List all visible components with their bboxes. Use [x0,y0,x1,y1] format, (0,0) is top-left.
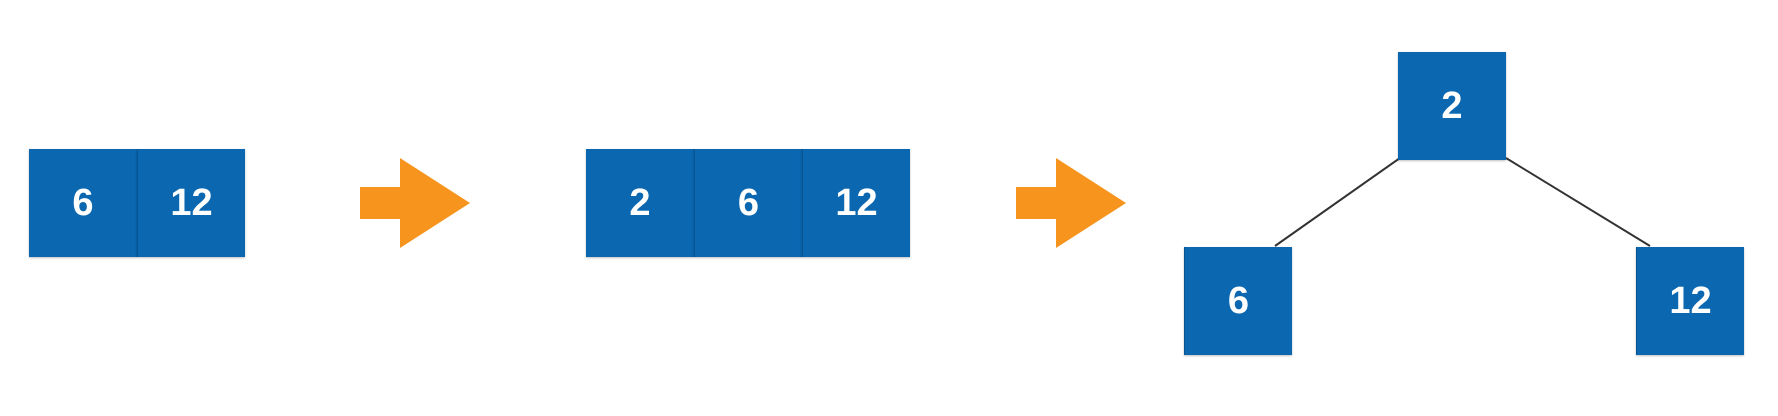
array-cell: 2 [586,149,694,257]
tree-edge-right [1505,157,1651,247]
array-cell: 12 [802,149,910,257]
tree-root-node: 2 [1398,52,1506,160]
stage2-array: 2 6 12 [586,149,910,257]
tree-edge-left [1274,157,1401,247]
array-cell: 12 [137,149,245,257]
array-cell: 6 [29,149,137,257]
stage1-array: 6 12 [29,149,245,257]
right-arrow-icon [360,158,470,248]
array-cell: 6 [694,149,802,257]
tree-right-node: 12 [1636,247,1744,355]
right-arrow-icon [1016,158,1126,248]
tree-left-node: 6 [1184,247,1292,355]
